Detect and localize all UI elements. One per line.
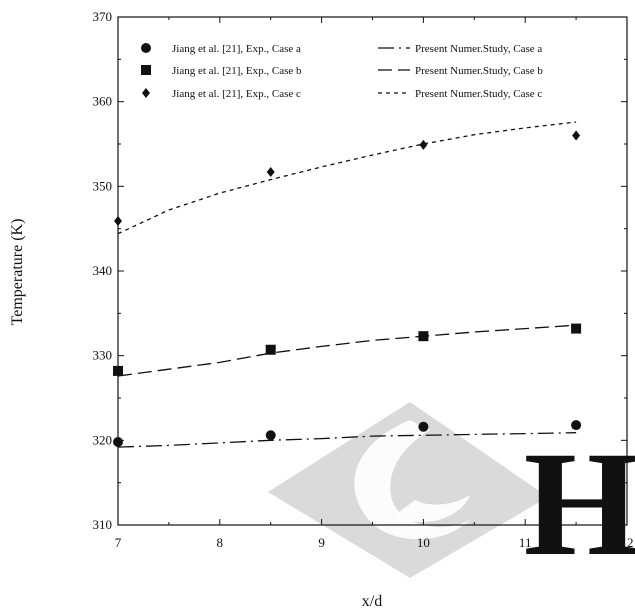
y-tick-label: 310 bbox=[93, 517, 113, 532]
series-3 bbox=[114, 130, 581, 227]
series-2 bbox=[113, 323, 582, 376]
y-tick-label: 320 bbox=[93, 432, 113, 447]
y-tick-label: 370 bbox=[93, 9, 113, 24]
data-point-diamond bbox=[572, 130, 581, 141]
x-tick-label: 8 bbox=[217, 535, 224, 550]
x-tick-label: 10 bbox=[417, 535, 430, 550]
data-point-diamond bbox=[266, 166, 275, 177]
series-line bbox=[117, 121, 577, 235]
legend-marker-square bbox=[141, 65, 151, 75]
data-point-square bbox=[571, 323, 582, 334]
watermark-logo: H bbox=[268, 402, 635, 587]
data-point-circle bbox=[265, 430, 276, 441]
plot-area bbox=[113, 121, 582, 448]
y-tick-label: 330 bbox=[93, 348, 113, 363]
series-line bbox=[117, 432, 577, 448]
legend-marker-diamond bbox=[142, 88, 150, 98]
x-tick-label: 11 bbox=[519, 535, 532, 550]
watermark-swirl-inner bbox=[395, 495, 470, 523]
series-6 bbox=[117, 121, 577, 235]
x-tick-label: 7 bbox=[115, 535, 122, 550]
watermark-letter: H bbox=[524, 421, 635, 587]
data-point-circle bbox=[418, 421, 429, 432]
x-axis-label: x/d bbox=[362, 593, 382, 610]
legend-label: Jiang et al. [21], Exp., Case b bbox=[172, 65, 302, 77]
axes: 7 8 9 10 11 12 310 320 330 340 350 360 370 bbox=[93, 9, 634, 550]
watermark-diamond bbox=[268, 402, 548, 578]
series-1 bbox=[113, 420, 582, 448]
legend-label: Present Numer.Study, Case c bbox=[415, 88, 542, 100]
x-tick-label: 9 bbox=[318, 535, 325, 550]
watermark-swirl bbox=[354, 420, 470, 540]
y-tick-label: 340 bbox=[93, 263, 113, 278]
y-tick-label: 360 bbox=[93, 94, 113, 109]
x-tick-label: 12 bbox=[621, 535, 634, 550]
legend-label: Jiang et al. [21], Exp., Case a bbox=[172, 43, 301, 55]
legend-marker-circle bbox=[141, 43, 151, 53]
series-4 bbox=[117, 432, 577, 448]
y-axis-label: Temperature (K) bbox=[9, 219, 26, 326]
data-point-diamond bbox=[419, 139, 428, 150]
data-point-circle bbox=[571, 420, 582, 431]
legend-label: Present Numer.Study, Case b bbox=[415, 65, 543, 77]
y-tick-label: 350 bbox=[93, 178, 113, 193]
series-5 bbox=[117, 324, 577, 377]
data-point-square bbox=[265, 344, 276, 355]
legend: Jiang et al. [21], Exp., Case a Jiang et … bbox=[141, 43, 543, 100]
series-line bbox=[117, 324, 577, 377]
legend-label: Present Numer.Study, Case a bbox=[415, 43, 542, 55]
legend-label: Jiang et al. [21], Exp., Case c bbox=[172, 88, 301, 100]
